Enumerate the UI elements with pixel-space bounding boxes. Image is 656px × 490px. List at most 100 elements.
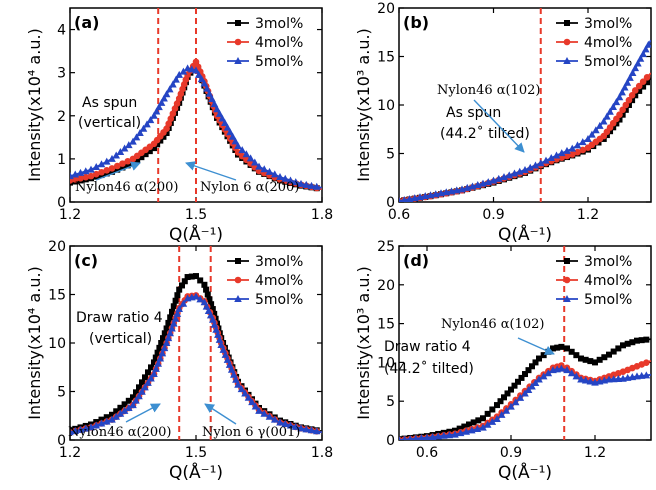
panel-b: 0.6 0.9 1.2 0 5 10 15 20 Q(Å⁻¹) Intensity(x10³ a.…	[354, 1, 652, 245]
series-group	[399, 336, 651, 440]
data-point	[494, 402, 500, 409]
data-point	[518, 374, 525, 381]
data-point	[609, 102, 617, 110]
data-point	[515, 167, 524, 175]
data-point	[237, 385, 246, 393]
annotation: As spun	[82, 95, 137, 111]
y-tick-label: 0	[57, 195, 66, 211]
data-point	[572, 372, 581, 380]
data-point	[109, 168, 115, 175]
panel-a: 1.2 1.5 1.8 0 1 2 3 4 Q(Å⁻¹) Intensity(x10⁴ a.u.)…	[25, 7, 333, 245]
annotation: Draw ratio 4	[76, 310, 163, 326]
data-point	[218, 114, 227, 122]
x-axis-label: Q(Å⁻¹)	[169, 461, 223, 483]
data-point	[251, 402, 260, 410]
data-point	[535, 375, 543, 383]
data-point	[483, 420, 492, 428]
data-point	[214, 330, 222, 338]
panel-c: 1.2 1.5 1.8 0 5 10 15 20 Q(Å⁻¹) Intensity(x10⁴ a.…	[25, 239, 333, 483]
data-point	[241, 389, 249, 397]
y-tick-label: 3	[57, 66, 66, 82]
data-point	[124, 157, 132, 165]
legend-marker	[234, 57, 242, 64]
data-point	[270, 415, 279, 423]
panel-label: (b)	[403, 13, 429, 32]
data-point	[307, 181, 316, 189]
data-point	[631, 64, 640, 72]
annotation-arrow	[473, 99, 525, 153]
data-point	[601, 354, 608, 361]
legend-marker	[563, 38, 571, 46]
x-tick-label: 1.2	[59, 445, 81, 461]
annotation: Nylon 6 α(200)	[200, 180, 299, 195]
y-axis-label: Intensity(x10⁴ a.u.)	[25, 28, 44, 182]
data-point	[130, 394, 136, 401]
data-point	[176, 286, 183, 293]
legend-label: 3mol%	[255, 16, 303, 32]
y-tick-label: 10	[377, 98, 395, 114]
panel-label: (a)	[74, 13, 99, 32]
data-point	[175, 70, 183, 78]
data-point	[169, 110, 177, 117]
data-point	[260, 409, 269, 417]
y-tick-label: 2	[57, 109, 66, 125]
annotation-arrow	[185, 161, 237, 181]
data-point	[578, 355, 584, 362]
data-point	[260, 165, 269, 173]
y-tick-label: 25	[377, 239, 395, 255]
data-point	[542, 156, 550, 164]
data-point	[206, 296, 213, 303]
data-point	[624, 340, 631, 347]
data-point	[188, 65, 196, 73]
data-point	[113, 162, 121, 170]
data-point	[116, 147, 125, 155]
data-point	[525, 367, 532, 374]
data-point	[270, 170, 279, 178]
y-tick-label: 4	[57, 23, 66, 39]
data-point	[170, 319, 178, 327]
data-point	[445, 431, 454, 439]
data-point	[475, 417, 482, 424]
data-point	[112, 412, 120, 420]
data-point	[641, 45, 650, 53]
data-point	[507, 402, 515, 410]
data-point	[511, 382, 518, 389]
data-point	[152, 107, 161, 115]
data-point	[563, 146, 571, 154]
data-point	[493, 415, 501, 423]
data-point	[286, 176, 295, 184]
data-point	[102, 157, 111, 165]
data-point	[466, 421, 472, 428]
annotation: Nylon 6 γ(001)	[202, 425, 300, 440]
data-point	[291, 422, 300, 430]
data-point	[434, 432, 442, 440]
annotation: Nylon46 α(102)	[441, 317, 545, 332]
data-point	[497, 398, 504, 405]
legend-label: 4mol%	[255, 35, 303, 51]
data-point	[173, 100, 181, 107]
data-point	[119, 164, 126, 171]
data-point	[625, 96, 633, 104]
data-point	[596, 121, 604, 129]
data-point	[129, 401, 137, 409]
series-group	[399, 39, 651, 202]
data-point	[197, 75, 206, 83]
data-point	[120, 406, 129, 414]
data-point	[97, 160, 106, 168]
data-point	[215, 109, 224, 117]
data-point	[642, 371, 651, 379]
data-point	[70, 172, 74, 180]
data-point	[242, 150, 251, 158]
data-point	[108, 415, 116, 423]
data-point	[635, 82, 643, 90]
data-point	[297, 424, 305, 432]
data-point	[302, 180, 311, 188]
data-point	[158, 349, 167, 357]
data-point	[532, 359, 539, 366]
data-point	[219, 345, 228, 353]
data-point	[172, 297, 179, 304]
data-point	[494, 174, 503, 182]
legend-label: 3mol%	[255, 254, 303, 270]
y-tick-label: 20	[377, 278, 395, 294]
data-point	[399, 197, 402, 202]
